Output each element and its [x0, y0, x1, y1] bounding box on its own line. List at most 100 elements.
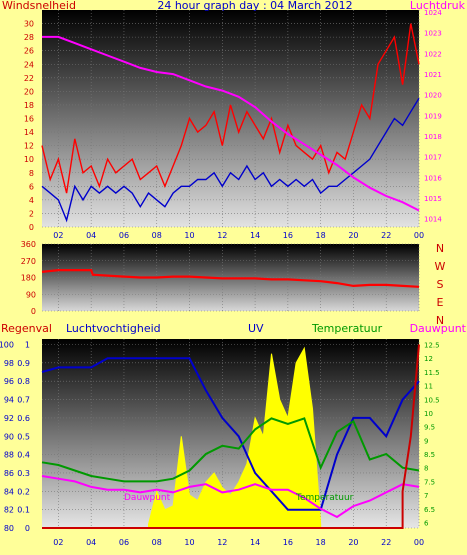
x-tick-label: 14 — [250, 538, 260, 547]
x-tick-label: 08 — [152, 231, 162, 240]
uv-tick-label: 0.9 — [17, 359, 30, 368]
temp-tick-label: 7 — [424, 492, 428, 500]
title: 24 hour graph day : 04 March 2012 — [157, 0, 352, 12]
temp-tick-label: 10 — [424, 410, 433, 418]
temp-tick-label: 6.5 — [424, 506, 435, 514]
annotation-temperatuur: Temperatuur — [295, 493, 354, 503]
compass-label: W — [435, 260, 446, 273]
series-area-uv — [148, 346, 322, 529]
series-line-windrichting — [41, 269, 420, 288]
x-tick-label: 12 — [217, 538, 227, 547]
x-tick-label: 10 — [184, 538, 194, 547]
right-tick-label: 1021 — [424, 71, 442, 79]
series-line-luchtvochtigheid — [41, 357, 420, 511]
temp-tick-label: 7.5 — [424, 478, 435, 486]
uv-tick-label: 0.4 — [17, 451, 30, 460]
humidity-tick-label: 80 — [4, 524, 14, 533]
x-tick-label: 02 — [53, 538, 63, 547]
x-tick-label: 20 — [348, 231, 358, 240]
uv-tick-label: 0.5 — [17, 432, 30, 441]
x-tick-label: 02 — [53, 231, 63, 240]
label-temperatuur: Temperatuur — [311, 322, 383, 335]
left-tick-label: 14 — [24, 128, 34, 137]
x-tick-label: 10 — [184, 231, 194, 240]
left-tick-label: 0 — [31, 307, 36, 316]
compass-label: S — [437, 278, 444, 291]
series-line-regenval — [42, 344, 420, 529]
temp-tick-label: 6 — [424, 520, 429, 528]
x-tick-label: 00 — [414, 231, 424, 240]
series-line-luchtdruk — [42, 35, 420, 212]
x-tick-label: 18 — [316, 231, 326, 240]
left-tick-label: 18 — [24, 101, 34, 110]
left-tick-label: 6 — [29, 182, 34, 191]
humidity-tick-label: 86 — [4, 469, 14, 478]
right-tick-label: 1015 — [424, 195, 442, 203]
label-uv: UV — [248, 322, 264, 335]
right-tick-label: 1016 — [424, 174, 442, 182]
temp-tick-label: 9 — [424, 437, 428, 445]
left-tick-label: 22 — [24, 74, 34, 83]
uv-tick-label: 0.3 — [17, 469, 30, 478]
temp-tick-label: 12 — [424, 355, 433, 363]
label-dauwpunt: Dauwpunt — [410, 322, 467, 335]
uv-tick-label: 0 — [25, 524, 30, 533]
temp-tick-label: 8.5 — [424, 451, 435, 459]
left-tick-label: 26 — [24, 47, 34, 56]
x-tick-label: 22 — [381, 231, 391, 240]
panel-wind-pressure — [42, 10, 419, 227]
uv-tick-label: 1 — [25, 341, 30, 350]
right-tick-label: 1017 — [424, 154, 442, 162]
humidity-tick-label: 90 — [4, 432, 14, 441]
left-tick-label: 24 — [24, 60, 34, 69]
x-tick-label: 00 — [414, 538, 424, 547]
x-tick-label: 20 — [348, 538, 358, 547]
temp-tick-label: 10.5 — [424, 396, 440, 404]
series-line-windstoten — [41, 23, 420, 194]
series-line-temperatuur — [41, 417, 420, 483]
series-line-dauwpunt — [41, 475, 420, 519]
x-tick-label: 08 — [152, 538, 162, 547]
temp-tick-label: 12.5 — [424, 341, 440, 349]
left-tick-label: 12 — [24, 142, 34, 151]
right-tick-label: 1019 — [424, 112, 442, 120]
right-tick-label: 1024 — [424, 9, 442, 17]
right-tick-label: 1014 — [424, 216, 442, 224]
uv-tick-label: 0.8 — [17, 377, 30, 386]
compass-label: N — [436, 314, 444, 327]
left-tick-label: 2 — [29, 209, 34, 218]
temp-tick-label: 9.5 — [424, 424, 435, 432]
right-tick-label: 1020 — [424, 92, 442, 100]
x-tick-label: 04 — [86, 538, 96, 547]
x-tick-label: 18 — [316, 538, 326, 547]
humidity-tick-label: 84 — [4, 487, 14, 496]
left-tick-label: 270 — [21, 257, 36, 266]
left-tick-label: 30 — [24, 20, 34, 29]
humidity-tick-label: 98 — [4, 359, 14, 368]
temp-tick-label: 11.5 — [424, 369, 440, 377]
uv-tick-label: 0.2 — [17, 487, 30, 496]
humidity-tick-label: 92 — [4, 414, 14, 423]
humidity-tick-label: 94 — [4, 396, 14, 405]
uv-tick-label: 0.7 — [17, 396, 30, 405]
left-tick-label: 4 — [29, 196, 34, 205]
annotation-dauwpunt: Dauwpunt — [124, 493, 171, 503]
x-tick-label: 06 — [119, 231, 129, 240]
series-line-windsnelheid — [41, 97, 420, 223]
left-axis-label: Windsnelheid — [2, 0, 76, 12]
x-tick-label: 04 — [86, 231, 96, 240]
left-tick-label: 90 — [26, 290, 36, 299]
left-tick-label: 8 — [29, 169, 34, 178]
left-tick-label: 180 — [21, 274, 36, 283]
left-tick-label: 10 — [24, 155, 34, 164]
right-tick-label: 1022 — [424, 50, 442, 58]
x-tick-label: 16 — [283, 231, 293, 240]
uv-tick-label: 0.6 — [17, 414, 30, 423]
x-tick-label: 14 — [250, 231, 260, 240]
temp-tick-label: 8 — [424, 465, 428, 473]
right-tick-label: 1018 — [424, 133, 442, 141]
x-tick-label: 16 — [283, 538, 293, 547]
label-luchtvochtigheid: Luchtvochtigheid — [66, 322, 161, 335]
